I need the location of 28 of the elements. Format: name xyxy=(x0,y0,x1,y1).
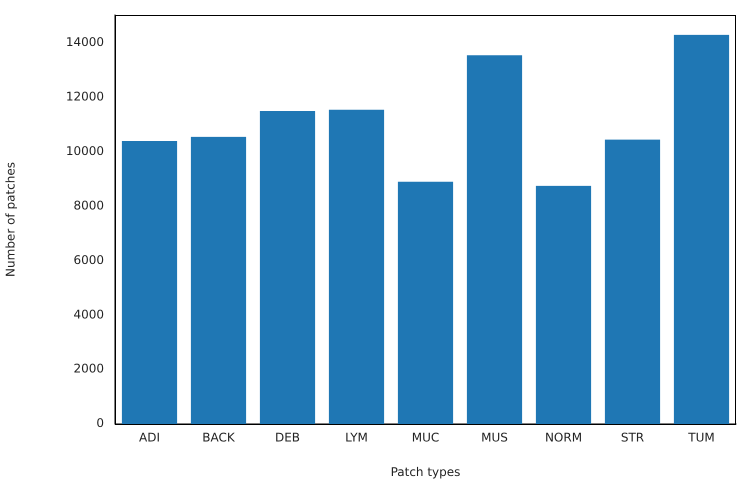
x-tick-label: BACK xyxy=(202,430,236,444)
bar xyxy=(604,140,660,424)
bar xyxy=(190,136,246,424)
y-tick-label: 4000 xyxy=(73,307,104,322)
bar xyxy=(674,34,730,424)
x-tick-label: MUS xyxy=(481,430,508,444)
y-tick-label: 14000 xyxy=(66,35,104,50)
bar xyxy=(466,55,522,424)
bar xyxy=(328,110,384,424)
bar xyxy=(536,186,592,424)
x-tick-label: STR xyxy=(620,430,644,444)
bar xyxy=(260,111,316,424)
x-axis-title: Patch types xyxy=(390,464,460,479)
x-tick-label: NORM xyxy=(544,430,582,444)
x-tick-label: DEB xyxy=(274,430,300,444)
x-tick-label: LYM xyxy=(345,430,368,444)
bar xyxy=(122,140,178,424)
y-tick-label: 2000 xyxy=(73,362,104,376)
y-tick-label: 10000 xyxy=(66,144,104,158)
x-tick-label: ADI xyxy=(139,430,160,444)
y-tick-label: 8000 xyxy=(73,198,104,212)
x-tick-label: TUM xyxy=(687,430,715,444)
y-tick-label: 0 xyxy=(96,416,104,430)
x-tick-label: MUC xyxy=(412,430,440,444)
y-tick-label: 6000 xyxy=(73,252,104,267)
bar xyxy=(398,182,454,424)
y-tick-label: 12000 xyxy=(66,90,104,104)
y-axis-title: Number of patches xyxy=(3,162,18,277)
